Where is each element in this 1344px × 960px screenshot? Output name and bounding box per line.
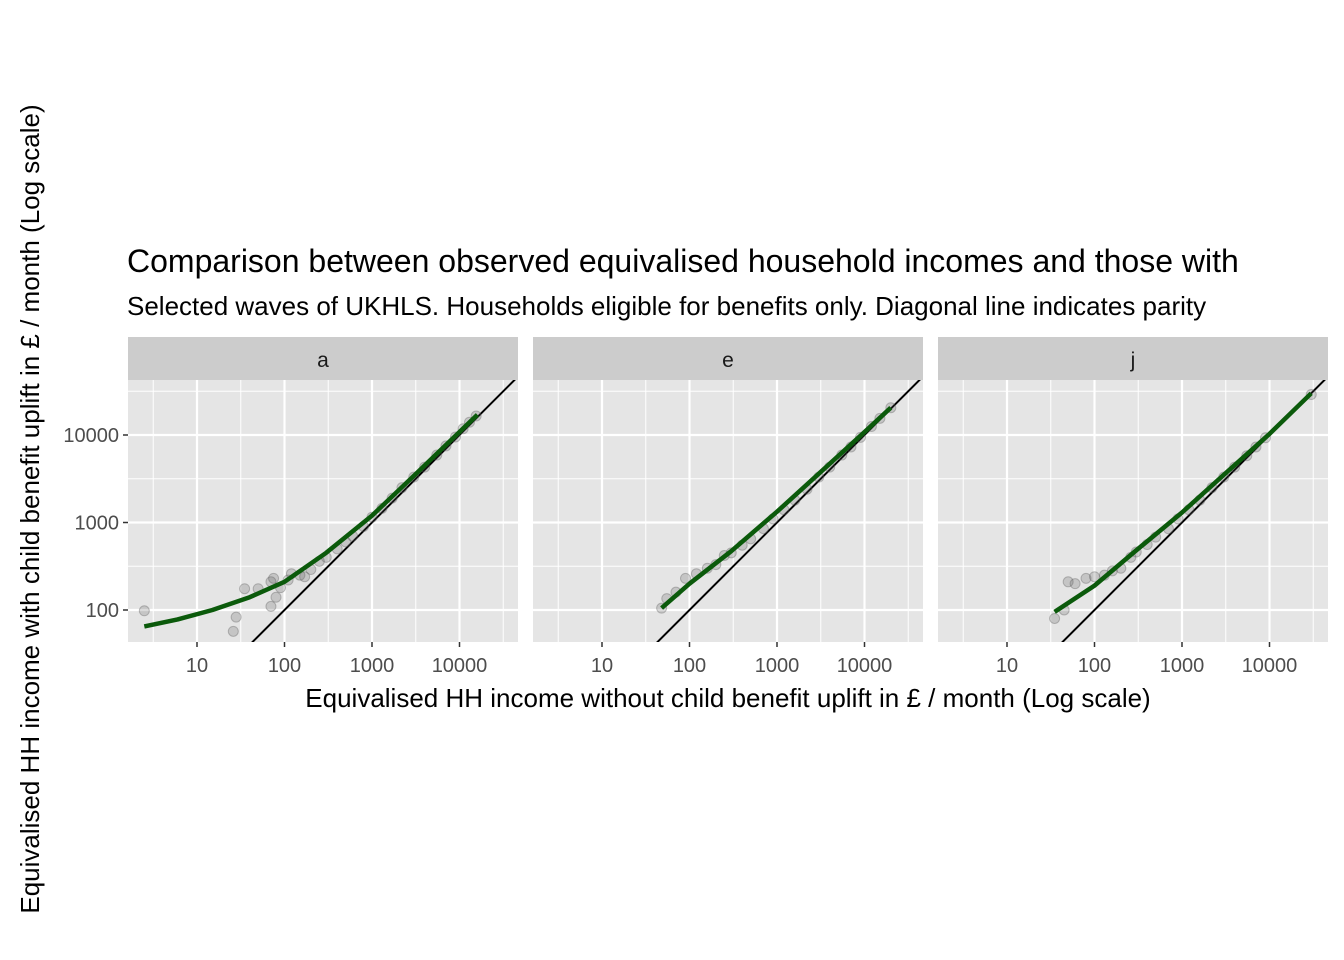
x-tick-label: 100	[673, 655, 706, 677]
data-point	[268, 572, 280, 584]
x-tick-label: 1000	[755, 655, 800, 677]
panel-a: a 10 100 1000 10000 100 1000 10000	[63, 337, 518, 677]
panels-layer: a 10 100 1000 10000 100 1000 10000 e 10 100 1000 100…	[63, 337, 1328, 677]
data-point	[1062, 576, 1074, 588]
panel-background	[938, 380, 1328, 642]
x-tick-label: 10	[186, 655, 208, 677]
facet-strip-label: a	[317, 349, 329, 372]
panel-background	[533, 380, 923, 642]
facet-strip-label: e	[722, 349, 734, 372]
data-point	[1080, 572, 1092, 584]
y-tick-label: 10000	[63, 425, 119, 447]
smooth-line	[660, 406, 893, 610]
y-tick-label: 1000	[75, 513, 120, 535]
panel-e: e 10 100 1000 10000	[533, 337, 923, 677]
chart-title: Comparison between observed equivalised …	[127, 243, 1239, 279]
data-point	[138, 605, 150, 617]
x-tick-label: 1000	[350, 655, 395, 677]
x-tick-label: 10	[591, 655, 613, 677]
data-point	[1069, 578, 1081, 590]
panel-j: j 10 100 1000 10000	[938, 337, 1328, 677]
x-axis-title: Equivalised HH income without child bene…	[305, 683, 1150, 713]
x-tick-label: 1000	[1160, 655, 1205, 677]
facet-strip-label: j	[1130, 349, 1136, 372]
data-point	[299, 571, 311, 583]
data-point	[1089, 571, 1100, 583]
data-point	[1049, 612, 1061, 624]
x-tick-label: 10	[996, 655, 1018, 677]
data-point	[679, 572, 691, 584]
x-tick-label: 10000	[1242, 655, 1298, 677]
facet-strip	[938, 337, 1328, 380]
gridlines	[938, 380, 1328, 642]
x-tick-label: 100	[1078, 655, 1111, 677]
panel-data	[1049, 380, 1326, 642]
data-point	[227, 625, 239, 637]
panel-background	[128, 380, 518, 642]
panel-data	[656, 380, 921, 642]
y-axis-title: Equivalised HH income with child benefit…	[15, 104, 45, 913]
panel-data	[138, 380, 516, 642]
facet-strip	[128, 337, 518, 380]
data-point	[270, 591, 282, 603]
gridlines	[128, 380, 518, 642]
x-tick-label: 10000	[837, 655, 893, 677]
data-point	[265, 600, 277, 612]
x-tick-label: 100	[268, 655, 301, 677]
smooth-line	[1053, 391, 1313, 614]
data-point	[230, 611, 242, 623]
x-tick-label: 10000	[432, 655, 488, 677]
facet-strip	[533, 337, 923, 380]
y-tick-label: 100	[86, 600, 119, 622]
smooth-line	[143, 413, 479, 629]
chart-subtitle: Selected waves of UKHLS. Households elig…	[127, 291, 1206, 321]
data-point	[239, 583, 251, 595]
